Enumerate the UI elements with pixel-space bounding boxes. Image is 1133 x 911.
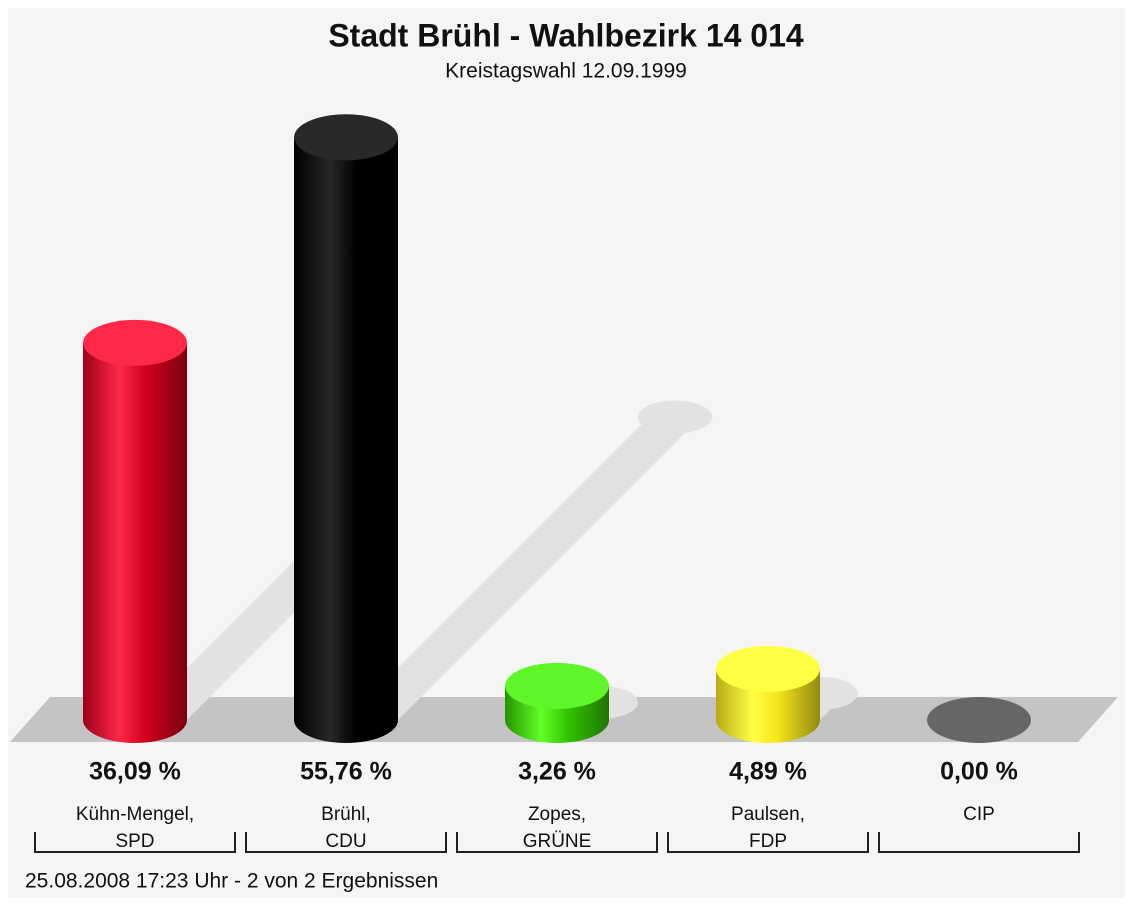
x-tick-label: Zopes, — [528, 804, 586, 825]
x-tick-label: SPD — [115, 831, 154, 852]
background — [8, 8, 1125, 898]
bar-top — [294, 114, 398, 161]
value-label: 4,89 % — [729, 758, 807, 786]
x-tick-label: FDP — [749, 831, 787, 852]
footer: 25.08.2008 17:23 Uhr - 2 von 2 Ergebniss… — [25, 870, 438, 893]
category-bracket — [34, 832, 236, 853]
x-tick-label: CDU — [325, 831, 366, 852]
x-tick-label: Kühn-Mengel, — [76, 804, 194, 825]
x-tick-label: Brühl, — [321, 804, 371, 825]
category-bracket — [878, 832, 1080, 853]
chart-title: Stadt Brühl - Wahlbezirk 14 014 — [328, 17, 804, 53]
x-tick-label: CIP — [963, 804, 995, 825]
bar-top — [716, 645, 820, 692]
bar-top — [83, 319, 187, 366]
category-bracket — [245, 832, 447, 853]
category-bracket — [456, 832, 658, 853]
chart-subtitle: Kreistagswahl 12.09.1999 — [445, 60, 687, 83]
value-label: 3,26 % — [518, 758, 596, 786]
x-tick-label: Paulsen, — [731, 804, 805, 825]
value-label: 36,09 % — [89, 758, 181, 786]
bar — [294, 137, 398, 721]
bar-shadow-end — [637, 400, 713, 434]
bar-shadow — [346, 417, 701, 720]
bar — [83, 342, 187, 720]
value-label: 55,76 % — [300, 758, 392, 786]
bar-top — [505, 662, 609, 709]
bar-top — [927, 697, 1031, 743]
category-bracket — [667, 832, 869, 853]
x-tick-label: GRÜNE — [523, 831, 592, 852]
value-label: 0,00 % — [940, 758, 1018, 786]
